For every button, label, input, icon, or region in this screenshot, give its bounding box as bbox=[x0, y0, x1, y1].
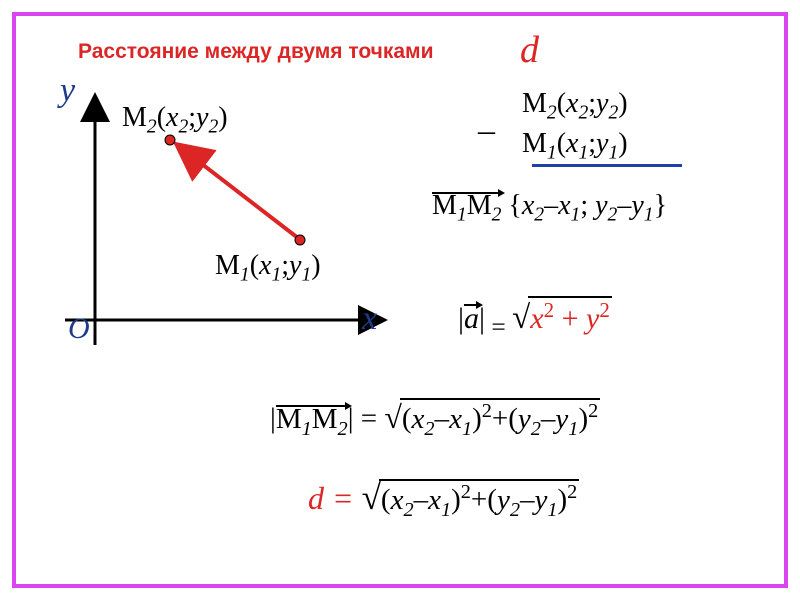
vector-components: M1M2 {x2–x1; y2–y1} bbox=[432, 190, 667, 227]
corner-tr bbox=[766, 12, 788, 34]
coordinate-plane: y x O M2(x2;y2) M1(x1;y1) bbox=[40, 80, 400, 360]
minus-sign: – bbox=[478, 112, 495, 150]
title-symbol-d: d bbox=[520, 28, 539, 72]
corner-bl bbox=[12, 566, 34, 588]
point-m2-label: M2(x2;y2) bbox=[122, 102, 228, 139]
formula-magnitude-a: |a | = √x2 + y2 bbox=[458, 296, 612, 342]
formula-distance-d: d = √(x2–x1)2+(y2–y1)2 bbox=[308, 478, 579, 522]
page-title: Расстояние между двумя точками bbox=[78, 40, 434, 64]
origin-label: O bbox=[68, 312, 90, 346]
y-axis-label: y bbox=[60, 72, 75, 110]
x-axis-label: x bbox=[362, 300, 377, 338]
point-m1-label: M1(x1;y1) bbox=[215, 250, 321, 287]
m1-coord: M1(x1;y1) bbox=[522, 128, 628, 165]
corner-br bbox=[766, 566, 788, 588]
m2-coord: M2(x2;y2) bbox=[522, 88, 628, 125]
underline-rule bbox=[532, 164, 682, 167]
formula-distance-m1m2: |M1M2| = √(x2–x1)2+(y2–y1)2 bbox=[270, 398, 600, 440]
corner-tl bbox=[12, 12, 34, 34]
